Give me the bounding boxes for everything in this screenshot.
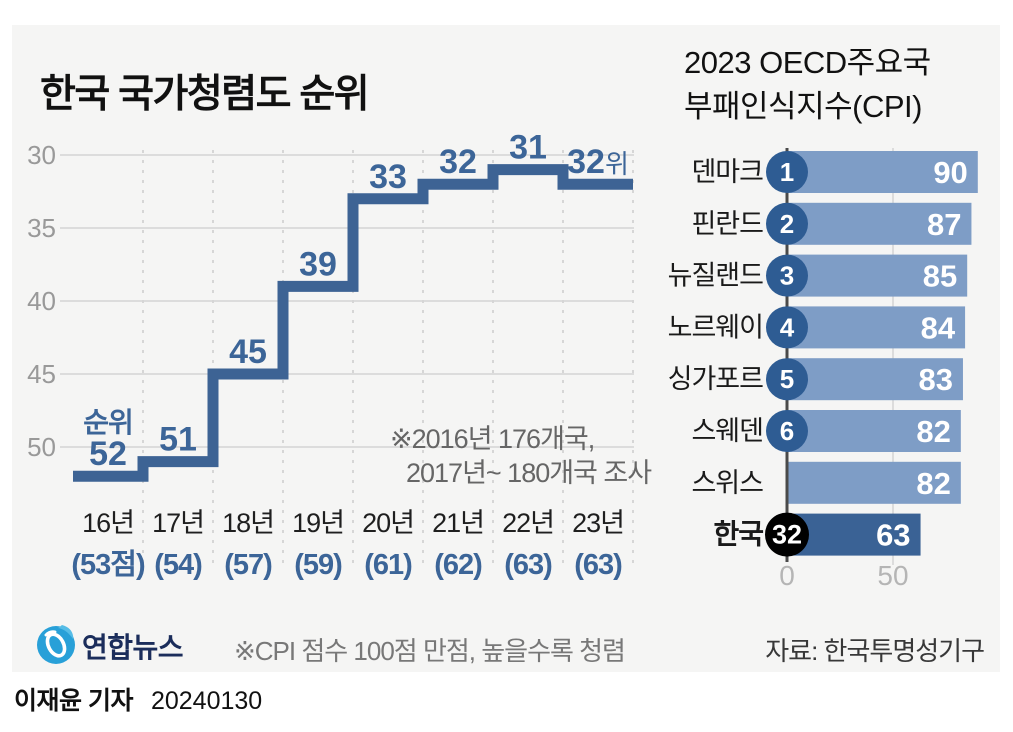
country-label: 한국 [713, 519, 763, 550]
bar-value-label: 85 [923, 259, 957, 294]
yonhap-logo-icon [37, 625, 75, 664]
rank-value-label: 32위 [567, 143, 629, 181]
year-label: 18년 [222, 508, 274, 538]
rank-number: 2 [780, 209, 794, 239]
score-label: (59) [294, 549, 342, 581]
y-tick-label: 40 [27, 286, 56, 316]
byline: 이재윤 기자 20240130 [14, 681, 262, 717]
publish-date: 20240130 [150, 687, 263, 715]
bar-value-label: 87 [927, 207, 961, 242]
bar-핀란드 [787, 202, 972, 245]
rank-unit-label: 순위 [83, 407, 133, 438]
score-label: (57) [224, 549, 272, 581]
year-label: 21년 [432, 508, 484, 538]
rank-number: 6 [780, 416, 794, 446]
rank-value-label: 32 [439, 143, 477, 181]
bar-value-label: 90 [933, 155, 967, 190]
bar-value-label: 82 [916, 414, 950, 449]
rank-circle-스웨덴 [766, 410, 808, 452]
year-label: 16년 [82, 508, 134, 538]
x-tick-label: 50 [877, 560, 908, 591]
country-label: 스웨덴 [691, 416, 763, 446]
bar-한국 [787, 513, 921, 556]
step-line [73, 164, 633, 482]
score-label: (61) [364, 549, 412, 581]
rank-circle-덴마크 [766, 151, 808, 193]
rank-value-label: 33 [369, 158, 407, 196]
bar-value-label: 63 [876, 518, 910, 553]
score-label: (62) [434, 549, 482, 581]
right-chart-title: 2023 OECD주요국 부패인식지수(CPI) [684, 41, 931, 129]
score-label: (63) [504, 549, 552, 581]
year-label: 17년 [152, 508, 204, 538]
year-label: 19년 [292, 508, 344, 538]
rank-number: 5 [780, 364, 794, 394]
bar-뉴질랜드 [787, 254, 968, 297]
yonhap-brand-text: 연합뉴스 [82, 632, 184, 663]
bar-chart: 90덴마크87핀란드85뉴질랜드84노르웨이83싱가포르82스웨덴82스위스63… [668, 148, 978, 591]
rank-number: 3 [780, 261, 794, 291]
data-source-text: 자료: 한국투명성기구 [765, 636, 985, 666]
bar-value-label: 82 [916, 466, 950, 501]
rank-circle-싱가포르 [766, 358, 808, 401]
bar-싱가포르 [787, 358, 963, 401]
bar-스웨덴 [787, 410, 961, 452]
y-tick-label: 50 [27, 432, 56, 462]
year-label: 20년 [362, 508, 414, 538]
score-label: (63) [574, 549, 622, 581]
survey-note-line2: 2017년~ 180개국 조사 [406, 458, 652, 488]
bar-value-label: 84 [921, 310, 956, 345]
survey-note-line1: ※2016년 176개국, [390, 424, 595, 454]
country-label: 뉴질랜드 [668, 261, 764, 291]
rank-value-label: 31 [509, 129, 547, 167]
year-label: 22년 [502, 508, 554, 538]
rank-number: 1 [780, 157, 794, 187]
rank-circle-한국 [765, 512, 809, 557]
country-label: 싱가포르 [668, 364, 764, 394]
y-tick-label: 35 [27, 213, 56, 243]
left-chart-title: 한국 국가청렴도 순위 [40, 73, 370, 116]
reporter-name: 이재윤 기자 [14, 687, 133, 715]
country-label: 스위스 [691, 468, 763, 498]
y-tick-label: 30 [27, 140, 56, 170]
rank-circle-뉴질랜드 [766, 254, 808, 297]
right-chart-title-line2: 부패인식지수(CPI) [684, 89, 922, 124]
rank-circle-핀란드 [766, 202, 808, 245]
bar-스위스 [787, 461, 961, 504]
country-label: 노르웨이 [668, 312, 763, 342]
right-chart-title-line1: 2023 OECD주요국 [684, 45, 931, 80]
y-tick-label: 45 [27, 359, 56, 389]
score-label: (53점) [71, 548, 145, 581]
cpi-footnote: ※CPI 점수 100점 만점, 높을수록 청렴 [234, 636, 626, 666]
rank-circle-노르웨이 [766, 306, 808, 349]
x-tick-label: 0 [779, 560, 795, 591]
bar-value-label: 83 [918, 362, 952, 397]
bar-덴마크 [787, 151, 978, 193]
year-label: 23년 [572, 508, 624, 538]
rank-number: 32 [772, 520, 802, 550]
country-label: 덴마크 [691, 157, 763, 187]
rank-value-label: 52 [89, 435, 127, 473]
rank-number: 4 [780, 312, 795, 342]
country-label: 핀란드 [691, 209, 763, 239]
bar-노르웨이 [787, 306, 966, 349]
score-label: (54) [154, 549, 202, 581]
rank-value-label: 45 [229, 333, 267, 371]
infographic-card: 한국 국가청렴도 순위 2023 OECD주요국 부패인식지수(CPI) 30 3… [12, 25, 1000, 672]
rank-value-label: 39 [299, 245, 337, 283]
rank-value-label: 51 [159, 421, 197, 459]
